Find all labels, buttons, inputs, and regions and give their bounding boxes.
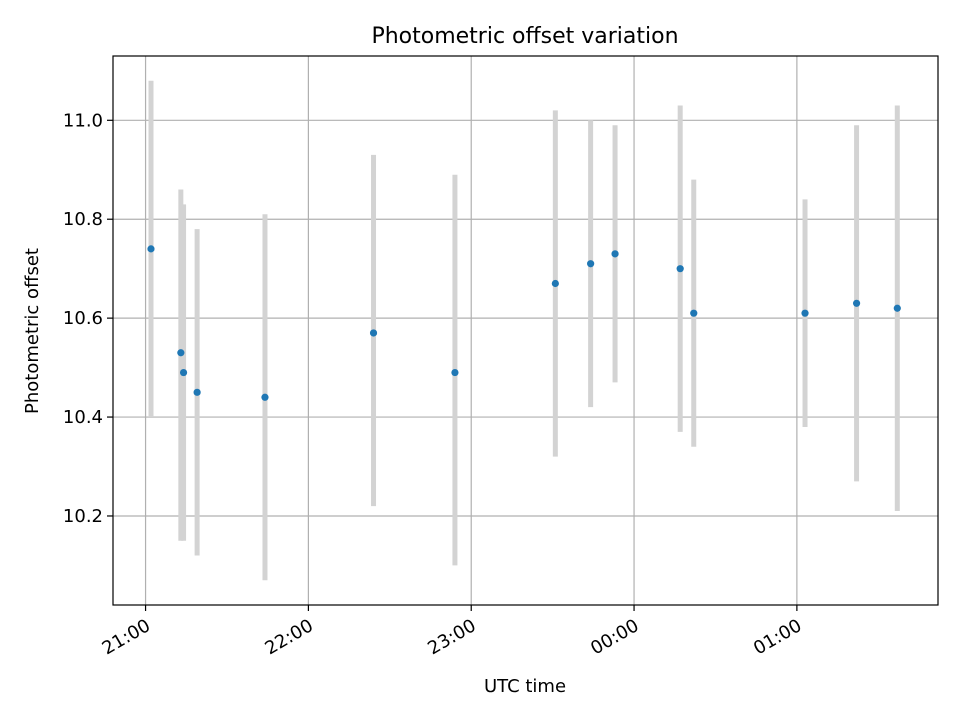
chart-title: Photometric offset variation [371, 24, 678, 49]
data-point [193, 388, 201, 396]
data-point [551, 279, 559, 288]
y-axis-ticks: 10.2 10.4 10.6 10.8 11.0 [63, 110, 113, 527]
plot-frame [112, 55, 939, 606]
y-tick-label: 10.6 [63, 308, 103, 329]
data-point [611, 250, 619, 258]
grid-lines [113, 56, 938, 605]
data-point [147, 245, 155, 253]
data-point [587, 260, 595, 268]
data-point [369, 329, 378, 337]
data-point [676, 265, 684, 273]
data-point [801, 309, 809, 317]
y-tick-label: 10.4 [63, 407, 103, 428]
y-tick-label: 10.8 [63, 209, 103, 230]
data-points [147, 245, 901, 401]
y-tick-label: 11.0 [63, 110, 103, 131]
data-point [690, 309, 698, 317]
y-axis-label: Photometric offset [22, 248, 43, 414]
data-point [261, 393, 269, 401]
y-tick-label: 10.2 [63, 506, 103, 527]
x-axis-label: UTC time [484, 676, 566, 697]
data-point [852, 299, 861, 307]
data-point [893, 304, 901, 312]
data-point [179, 368, 188, 377]
data-point [177, 349, 185, 357]
data-point [451, 368, 459, 377]
